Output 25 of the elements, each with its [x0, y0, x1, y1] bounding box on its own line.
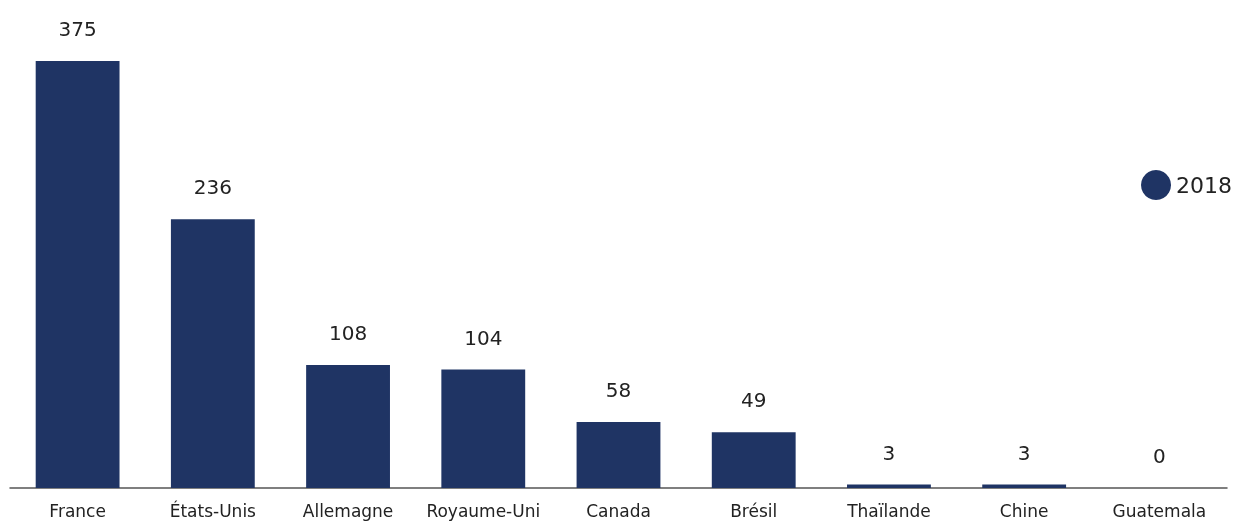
x-tick-label: Guatemala [1112, 500, 1207, 521]
x-tick-label: Canada [586, 500, 651, 521]
bar [576, 421, 661, 488]
x-tick-label: Royaume-Uni [426, 500, 541, 521]
x-tick-label: Allemagne [302, 500, 394, 521]
x-tick-label: France [49, 500, 106, 521]
data-label: 0 [1153, 444, 1166, 468]
x-tick-label: Chine [999, 500, 1049, 521]
data-label: 375 [58, 17, 97, 41]
data-label: 104 [464, 325, 503, 350]
x-tick-label: Brésil [730, 500, 778, 521]
data-label: 3 [1017, 440, 1031, 465]
data-label: 236 [193, 175, 232, 200]
bar [35, 61, 120, 488]
x-tick-label: Thaïlande [846, 500, 931, 521]
data-label: 108 [328, 321, 368, 346]
bar [170, 219, 255, 488]
data-label: 3 [882, 440, 896, 465]
data-label: 58 [605, 377, 632, 402]
x-tick-label: États-Unis [169, 499, 257, 521]
bar [711, 432, 796, 488]
bar [306, 365, 390, 488]
legend-label: 2018 [1176, 172, 1233, 198]
bar [441, 369, 526, 488]
data-label: 49 [741, 388, 767, 413]
